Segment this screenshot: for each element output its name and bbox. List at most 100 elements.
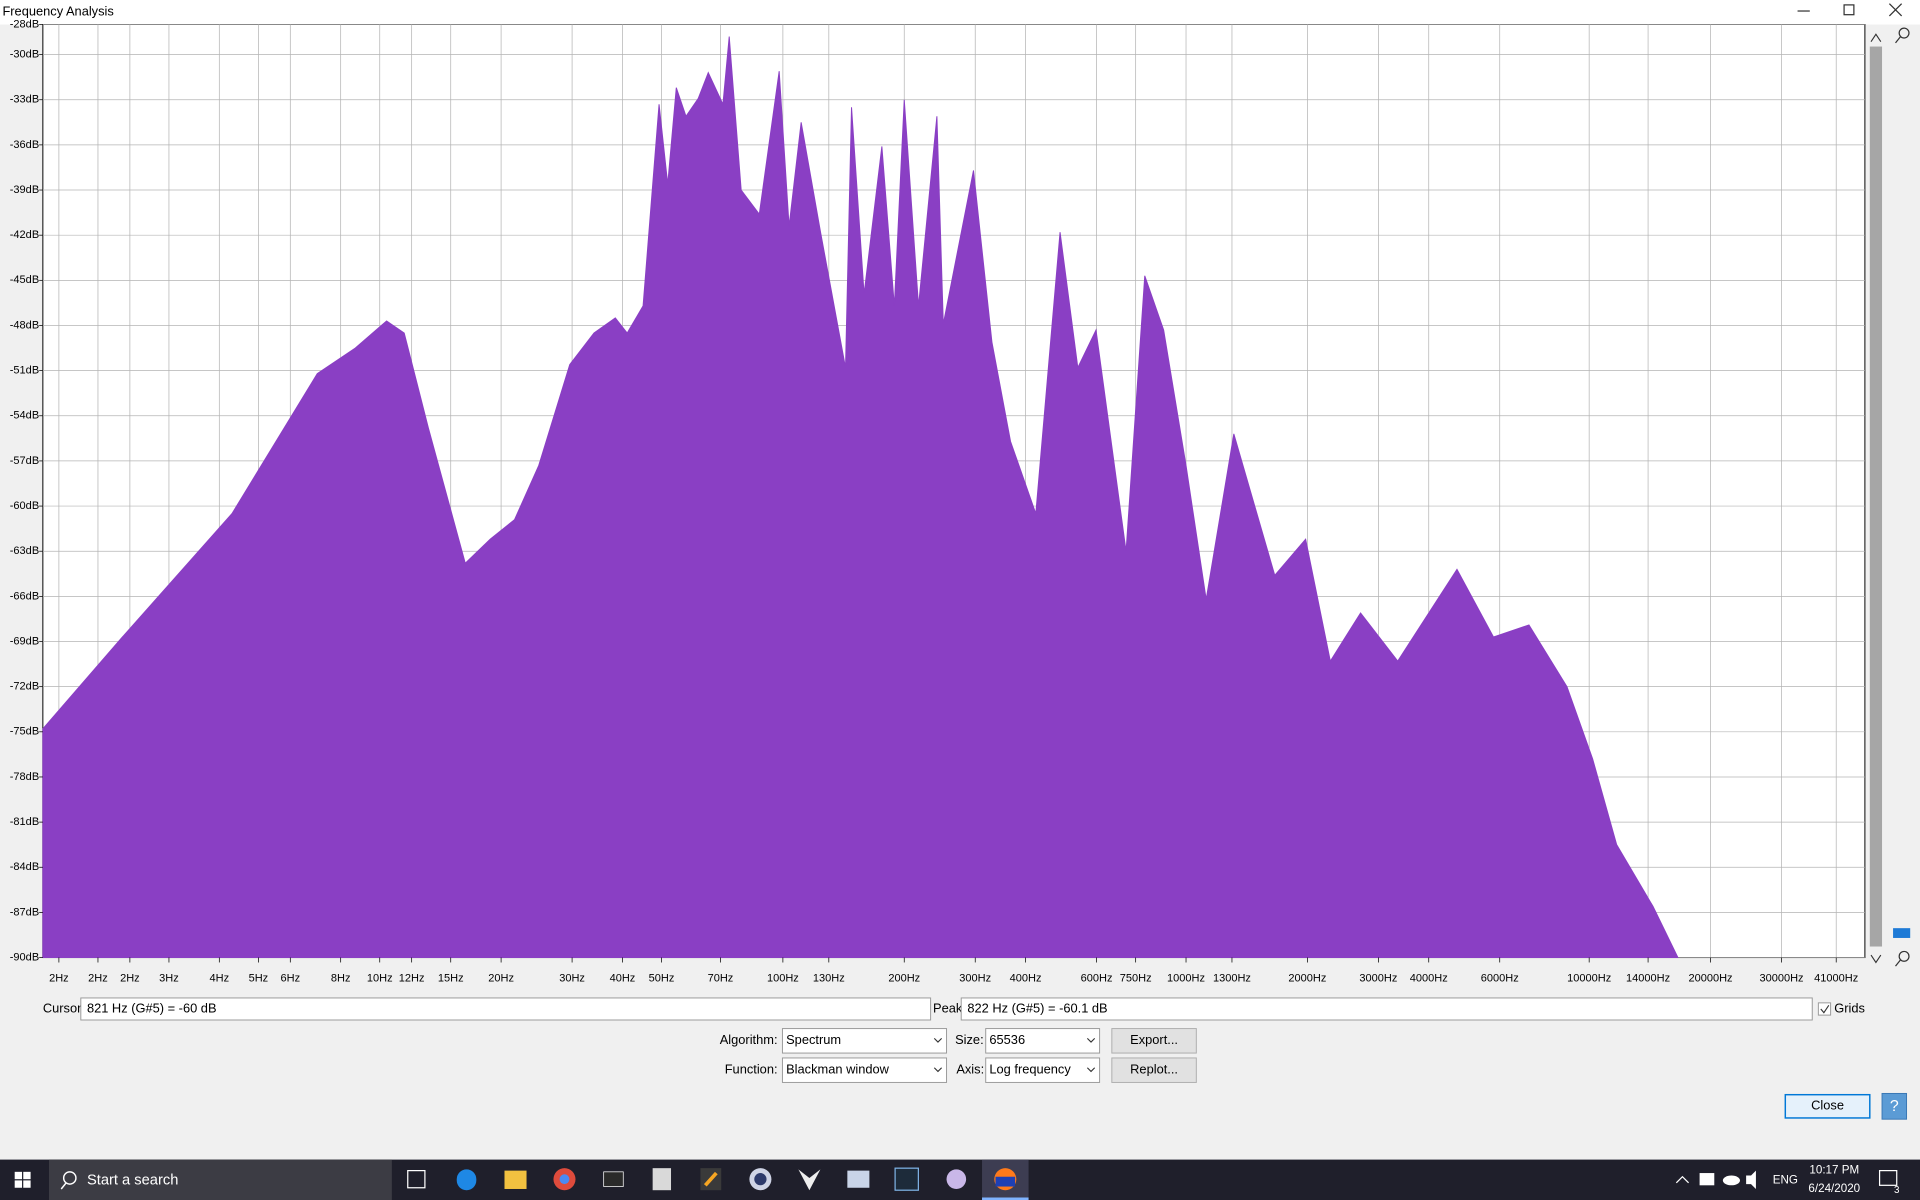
y-tick-label: -72dB (10, 681, 39, 693)
y-tick-label: -36dB (10, 139, 39, 151)
x-tick-label: 30000Hz (1759, 972, 1803, 984)
taskbar-apps[interactable] (407, 1159, 1029, 1200)
x-tick-label: 4000Hz (1410, 972, 1448, 984)
algorithm-value[interactable]: Spectrum (786, 1032, 841, 1047)
scroll-thumb[interactable] (1869, 46, 1883, 947)
axis-value[interactable]: Log frequency (989, 1062, 1071, 1077)
size-value[interactable]: 65536 (989, 1032, 1025, 1047)
y-tick-label: -84dB (10, 861, 39, 873)
dropdown-arrow (1086, 1067, 1096, 1073)
close-button[interactable] (1784, 1093, 1871, 1119)
x-tick-label: 6000Hz (1481, 972, 1519, 984)
x-tick-label: 2Hz (120, 972, 140, 984)
x-tick-label: 10000Hz (1567, 972, 1611, 984)
language-indicator[interactable]: ENG (1773, 1173, 1798, 1186)
x-tick-label: 2000Hz (1288, 972, 1326, 984)
y-tick-label: -39dB (10, 184, 39, 196)
zoom-in[interactable] (1895, 27, 1910, 44)
x-tick-label: 200Hz (888, 972, 920, 984)
close-window-button[interactable] (1888, 3, 1903, 17)
x-tick-label: 6Hz (281, 972, 301, 984)
cursor-label: Cursor: (43, 1000, 85, 1015)
peak-value: 822 Hz (G#5) = -60.1 dB (967, 1000, 1107, 1015)
grids-checkbox[interactable] (1817, 1002, 1832, 1016)
dropdown-arrow (1086, 1037, 1096, 1043)
help-button[interactable] (1881, 1092, 1908, 1120)
notification-icon[interactable] (1878, 1170, 1898, 1186)
search-icon (62, 1171, 77, 1185)
x-tick-label: 5Hz (249, 972, 269, 984)
notification-count[interactable]: 3 (1894, 1185, 1900, 1196)
zoom-slider[interactable] (1893, 928, 1911, 938)
cursor-field (80, 997, 932, 1021)
checkmark (1820, 1005, 1830, 1014)
export-button-label[interactable]: Export... (1130, 1032, 1178, 1047)
x-tick-label: 30Hz (559, 972, 585, 984)
y-tick-label: -90dB (10, 951, 39, 963)
clock-time[interactable]: 10:17 PM (1809, 1164, 1859, 1177)
spectrum-area (42, 36, 1679, 959)
window-title: Frequency Analysis (2, 4, 113, 19)
function-label: Function: (725, 1062, 778, 1077)
function-select[interactable] (781, 1057, 948, 1083)
x-tick-label: 40Hz (610, 972, 636, 984)
help-button-label[interactable]: ? (1890, 1098, 1899, 1115)
x-tick-label: 20000Hz (1688, 972, 1732, 984)
x-tick-label: 14000Hz (1626, 972, 1670, 984)
x-tick-label: 2Hz (49, 972, 69, 984)
x-tick-label: 600Hz (1081, 972, 1113, 984)
algorithm-label: Algorithm: (720, 1032, 778, 1047)
x-tick-label: 1000Hz (1167, 972, 1205, 984)
y-tick-label: -60dB (10, 500, 39, 512)
start-button[interactable] (14, 1171, 31, 1188)
zoom-out[interactable] (1895, 950, 1910, 967)
title-bar (0, 0, 1920, 25)
y-tick-label: -81dB (10, 816, 39, 828)
peak-field (960, 997, 1813, 1021)
x-tick-label: 3000Hz (1359, 972, 1397, 984)
x-tick-label: 10Hz (367, 972, 393, 984)
dropdown-arrow (933, 1037, 943, 1043)
x-tick-label: 400Hz (1010, 972, 1042, 984)
replot-button[interactable] (1111, 1057, 1197, 1083)
close-button-label[interactable]: Close (1811, 1098, 1844, 1113)
algorithm-select[interactable] (781, 1028, 948, 1054)
search-icon-handle (60, 1182, 67, 1190)
spectrum (42, 36, 1679, 959)
search-box[interactable] (48, 1159, 392, 1200)
restore-button[interactable] (1843, 4, 1855, 16)
y-tick-label: -33dB (10, 94, 39, 106)
y-tick-label: -69dB (10, 635, 39, 647)
x-tick-label: 1300Hz (1213, 972, 1251, 984)
grids-label[interactable]: Grids (1834, 1000, 1865, 1015)
y-tick-label: -48dB (10, 319, 39, 331)
export-button[interactable] (1111, 1028, 1197, 1054)
x-tick-label: 300Hz (959, 972, 991, 984)
search-placeholder[interactable]: Start a search (87, 1172, 178, 1188)
x-tick-label: 2Hz (88, 972, 108, 984)
scroll-arrows[interactable] (1870, 33, 1882, 964)
clock-date[interactable]: 6/24/2020 (1808, 1182, 1860, 1195)
x-tick-label: 41000Hz (1814, 972, 1858, 984)
y-tick-label: -57dB (10, 455, 39, 467)
x-tick-label: 12Hz (399, 972, 425, 984)
function-value[interactable]: Blackman window (786, 1062, 890, 1077)
x-tick-label: 70Hz (708, 972, 734, 984)
replot-button-label[interactable]: Replot... (1130, 1062, 1178, 1077)
y-tick-label: -45dB (10, 274, 39, 286)
system-tray[interactable] (1675, 1170, 1756, 1189)
axis-label: Axis: (956, 1062, 984, 1077)
x-tick-label: 20Hz (488, 972, 514, 984)
x-tick-label: 3Hz (159, 972, 179, 984)
axis-select[interactable] (985, 1057, 1101, 1083)
x-tick-label: 750Hz (1120, 972, 1152, 984)
y-tick-label: -28dB (10, 18, 39, 30)
x-tick-label: 8Hz (331, 972, 351, 984)
x-tick-label: 100Hz (767, 972, 799, 984)
y-tick-label: -75dB (10, 726, 39, 738)
size-select[interactable] (985, 1028, 1101, 1054)
x-tick-label: 130Hz (813, 972, 845, 984)
cursor-value: 821 Hz (G#5) = -60 dB (87, 1000, 217, 1015)
